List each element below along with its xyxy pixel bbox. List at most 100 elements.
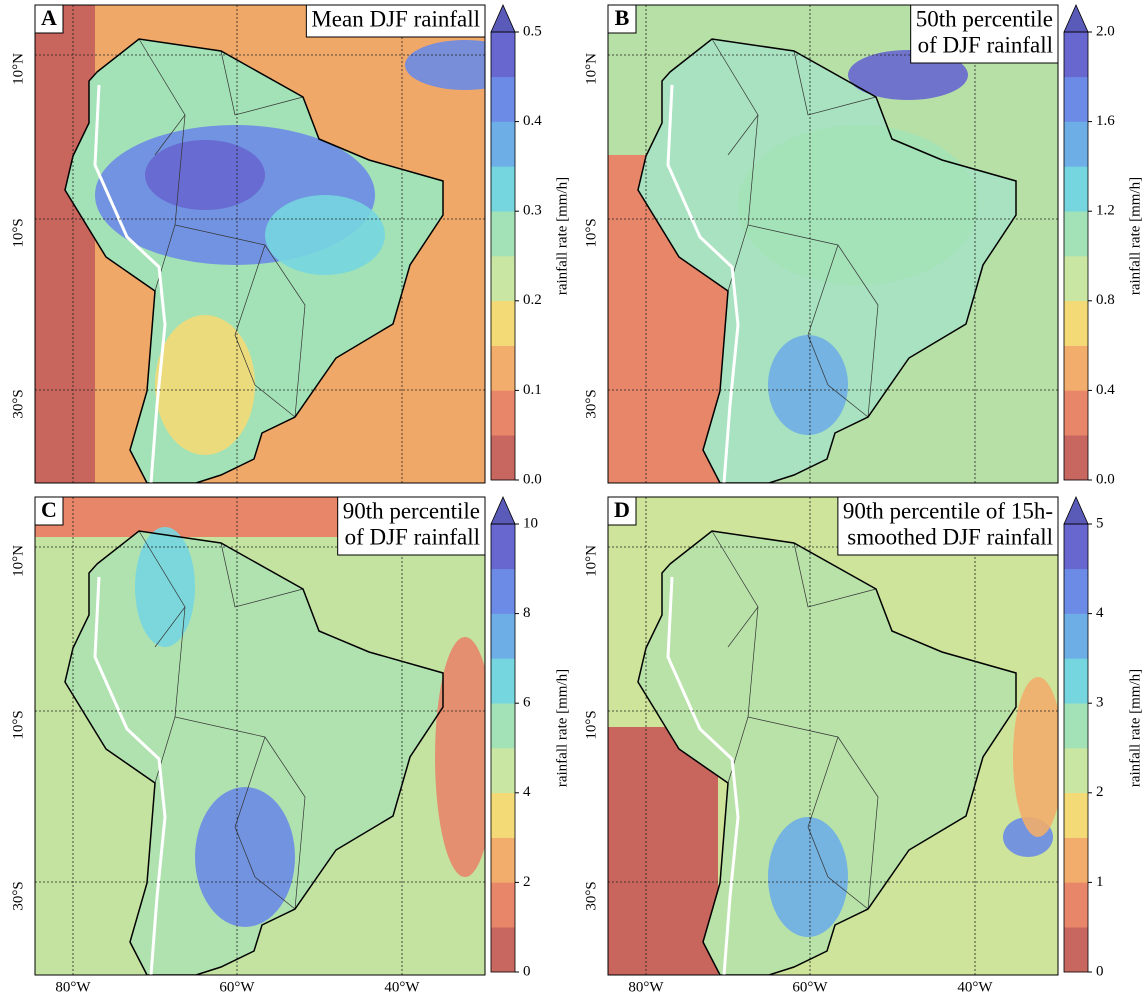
- coastline: [637, 38, 1017, 483]
- colorbar-tick-label: 6: [523, 695, 531, 711]
- colorbar-tick-label: 4: [1096, 605, 1104, 621]
- colorbar-band: [1064, 211, 1088, 257]
- colorbar-band: [1064, 524, 1088, 570]
- colorbar-band: [1064, 613, 1088, 659]
- panel-title: smoothed DJF rainfall: [847, 524, 1053, 549]
- colorbar-band: [1064, 882, 1088, 928]
- colorbar-tick-label: 2.0: [1096, 23, 1115, 39]
- colorbar-extend: [490, 4, 516, 33]
- colorbar-band: [491, 524, 515, 570]
- lat-label: 10°N: [583, 53, 599, 85]
- rain-region: [195, 787, 295, 927]
- panel-letter-box: [34, 4, 64, 34]
- rain-region: [405, 40, 485, 90]
- rain-region: [1013, 677, 1058, 837]
- lon-label: 60°W: [792, 979, 828, 995]
- lon-label: 80°W: [55, 979, 91, 995]
- rain-region: [155, 315, 255, 455]
- panel-title: 90th percentile: [343, 498, 480, 523]
- borders: [138, 38, 306, 418]
- colorbar-tick-label: 2: [523, 874, 531, 890]
- lat-label: 10°S: [10, 710, 26, 739]
- colorbar-band: [1064, 568, 1088, 614]
- colorbar-band: [491, 792, 515, 838]
- colorbar-band: [491, 345, 515, 391]
- panel-title: Mean DJF rainfall: [311, 6, 480, 31]
- colorbar-band: [1064, 300, 1088, 346]
- colorbar-band: [491, 121, 515, 167]
- colorbar-band: [1064, 121, 1088, 167]
- panel-title: 90th percentile of 15h-: [843, 498, 1053, 523]
- map: [608, 5, 1058, 483]
- colorbar-tick-label: 0.0: [523, 471, 542, 487]
- panel-letter: C: [41, 497, 57, 522]
- colorbar-tick-label: 0.8: [1096, 292, 1115, 308]
- colorbar-band: [1064, 390, 1088, 436]
- map-panel: A Mean DJF rainfall: [34, 4, 486, 484]
- panel-letter-box: [34, 496, 64, 526]
- colorbar-band: [491, 76, 515, 122]
- panel-title: 50th percentile: [916, 6, 1053, 31]
- coastline: [637, 530, 1017, 975]
- panel-letter: D: [614, 497, 630, 522]
- rain-region: [768, 817, 848, 937]
- map-frame: [34, 4, 486, 484]
- colorbar-band: [1064, 32, 1088, 78]
- colorbar-band: [491, 927, 515, 973]
- map: [35, 497, 485, 975]
- colorbar-tick-label: 10: [523, 515, 538, 531]
- coastline: [64, 530, 444, 975]
- colorbar-band: [1064, 166, 1088, 212]
- rain-region: [738, 125, 978, 285]
- colorbar-tick-label: 0.0: [1096, 471, 1115, 487]
- rain-region: [135, 527, 195, 647]
- panel-title: of DJF rainfall: [918, 32, 1053, 57]
- colorbar-band: [491, 568, 515, 614]
- colorbar-band: [491, 300, 515, 346]
- colorbar-tick-label: 4: [523, 784, 531, 800]
- colorbar-label: rainfall rate [mm/h]: [1127, 669, 1143, 787]
- colorbar-band: [491, 211, 515, 257]
- colorbar-tick-label: 1.6: [1096, 113, 1115, 129]
- colorbar-tick-label: 0.2: [523, 292, 542, 308]
- lon-label: 80°W: [628, 979, 664, 995]
- borders: [711, 38, 879, 418]
- colorbar-band: [1064, 345, 1088, 391]
- colorbar-tick-label: 8: [523, 605, 531, 621]
- lat-label: 30°S: [583, 881, 599, 910]
- map: [35, 5, 485, 483]
- colorbar-tick-label: 0.1: [523, 382, 542, 398]
- lon-label: 40°W: [957, 979, 993, 995]
- panel-letter: A: [41, 5, 57, 30]
- colorbar-band: [1064, 76, 1088, 122]
- colorbar-frame: [490, 523, 516, 973]
- colorbar-band: [1064, 658, 1088, 704]
- panel-letter-box: [607, 4, 637, 34]
- rain-region: [768, 335, 848, 435]
- colorbar-label: rainfall rate [mm/h]: [554, 177, 570, 295]
- panel-letter-box: [607, 496, 637, 526]
- colorbar-tick-label: 0.4: [523, 113, 542, 129]
- borders: [138, 530, 306, 910]
- map-frame: [607, 496, 1059, 976]
- panel-title: of DJF rainfall: [345, 524, 480, 549]
- colorbar-band: [1064, 435, 1088, 481]
- colorbar-frame: [1063, 523, 1089, 973]
- rain-region: [145, 140, 265, 210]
- lat-label: 10°S: [583, 218, 599, 247]
- title-box: [910, 4, 1059, 64]
- lat-label: 10°N: [10, 53, 26, 85]
- colorbar-band: [491, 837, 515, 883]
- map-frame: [34, 496, 486, 976]
- lat-label: 10°S: [10, 218, 26, 247]
- colorbar-band: [491, 166, 515, 212]
- andes-contour: [93, 84, 167, 483]
- lon-label: 40°W: [384, 979, 420, 995]
- map: [608, 497, 1058, 975]
- colorbar-band: [491, 748, 515, 794]
- colorbar-band: [491, 435, 515, 481]
- colorbar-band: [1064, 748, 1088, 794]
